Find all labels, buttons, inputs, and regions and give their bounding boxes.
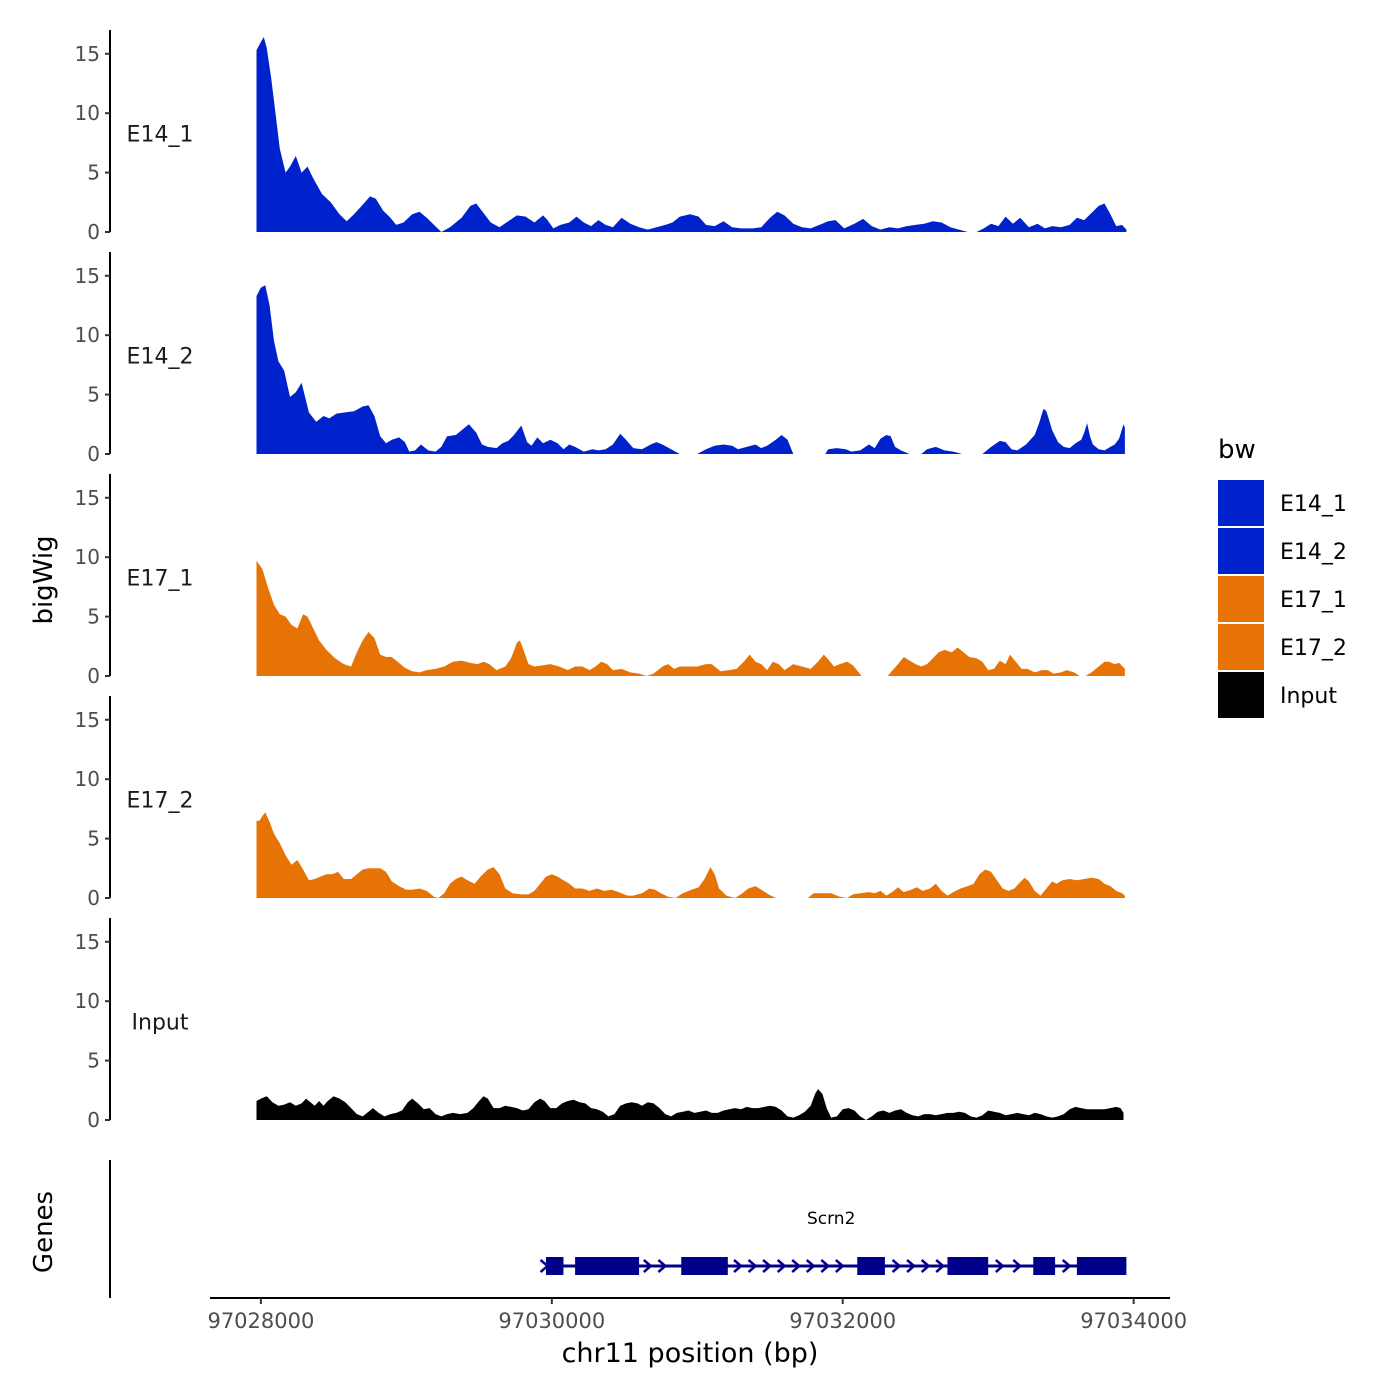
y-tick-label: 0 (87, 442, 100, 466)
strand-arrow (762, 1259, 773, 1273)
legend-title: bw (1218, 435, 1256, 465)
track-label: E17_1 (127, 567, 194, 592)
strand-arrow (776, 1259, 787, 1273)
y-tick-label: 0 (87, 886, 100, 910)
track-label: Input (132, 1011, 189, 1036)
track-panel: 0 5 10 15 E14_2 (75, 252, 1125, 466)
x-tick-label: 97032000 (789, 1309, 896, 1333)
gene-exon (546, 1257, 564, 1275)
track-panel: 0 5 10 15 E17_1 (75, 474, 1125, 688)
x-tick-label: 97034000 (1080, 1309, 1187, 1333)
x-axis: 97028000 97030000 97032000 97034000 (207, 1297, 1187, 1333)
track-label: E14_1 (127, 123, 194, 148)
strand-arrow (995, 1259, 1005, 1273)
gene-name-label: Scrn2 (807, 1209, 855, 1229)
y-tick-label: 10 (75, 323, 100, 347)
y-tick-label: 15 (75, 264, 100, 288)
legend-key (1218, 624, 1264, 670)
legend-label: E17_1 (1280, 588, 1347, 613)
x-axis-title: chr11 position (bp) (562, 1338, 819, 1369)
y-tick-label: 0 (87, 664, 100, 688)
y-tick-label: 15 (75, 930, 100, 954)
y-tick-label: 10 (75, 989, 100, 1013)
legend: bw E14_1 E14_2 E17_1 E17_2 Input (1218, 435, 1347, 718)
coverage-area (256, 812, 1125, 898)
gene-exon (1033, 1257, 1056, 1275)
track-panel: 0 5 10 15 Input (75, 918, 1124, 1132)
strand-arrow (733, 1259, 743, 1273)
legend-key (1218, 480, 1264, 526)
coverage-area (256, 560, 1125, 676)
x-tick-label: 97030000 (498, 1309, 605, 1333)
strand-arrow (820, 1259, 831, 1273)
strand-arrow (747, 1259, 758, 1273)
legend-key (1218, 528, 1264, 574)
strand-arrow (657, 1259, 668, 1273)
y-tick-label: 5 (87, 383, 100, 407)
y-tick-label: 15 (75, 486, 100, 510)
y-tick-label: 5 (87, 605, 100, 629)
legend-key (1218, 672, 1264, 718)
coverage-area (256, 37, 1127, 232)
y-tick-label: 10 (75, 545, 100, 569)
legend-label: E14_2 (1280, 540, 1347, 565)
strand-arrow (791, 1259, 802, 1273)
genes-axis-title: Genes (29, 1191, 59, 1273)
strand-arrow (891, 1259, 902, 1273)
strand-arrow (643, 1259, 653, 1273)
genes-axis-title-text: Genes (29, 1191, 59, 1273)
legend-key (1218, 576, 1264, 622)
legend-label: E17_2 (1280, 636, 1347, 661)
y-tick-label: 15 (75, 42, 100, 66)
y-tick-label: 15 (75, 708, 100, 732)
y-tick-label: 5 (87, 1049, 100, 1073)
y-axis-title: bigWig (29, 535, 59, 624)
y-axis-title-text: bigWig (29, 535, 59, 624)
track-panel: 0 5 10 15 E14_1 (75, 30, 1127, 244)
legend-label: Input (1280, 684, 1337, 709)
gene-exon (857, 1257, 885, 1275)
gene-exon (947, 1257, 989, 1275)
track-label: E14_2 (127, 345, 194, 370)
y-tick-label: 10 (75, 767, 100, 791)
gene-exon (1076, 1257, 1127, 1275)
strand-arrow (1012, 1259, 1023, 1273)
legend-label: E14_1 (1280, 492, 1347, 517)
track-panels: 0 5 10 15 E14_1 0 5 10 15 E14_2 0 5 10 15 E17_1 0 5 10 15 E… (75, 30, 1127, 1132)
track-panel: 0 5 10 15 E17_2 (75, 696, 1125, 910)
coverage-area (256, 285, 1125, 454)
y-tick-label: 0 (87, 1108, 100, 1132)
genes-track: Scrn2 (109, 1160, 1127, 1298)
gene-exon (681, 1257, 728, 1275)
y-tick-label: 0 (87, 220, 100, 244)
strand-arrow (920, 1259, 931, 1273)
strand-arrow (1061, 1259, 1072, 1273)
track-label: E17_2 (127, 789, 194, 814)
strand-arrow (935, 1259, 946, 1273)
y-tick-label: 5 (87, 161, 100, 185)
x-tick-label: 97028000 (207, 1309, 314, 1333)
y-tick-label: 10 (75, 101, 100, 125)
strand-arrow (906, 1259, 917, 1273)
strand-arrow (805, 1259, 816, 1273)
y-tick-label: 5 (87, 827, 100, 851)
gene-exon (575, 1257, 640, 1275)
coverage-area (256, 1089, 1124, 1120)
strand-arrow (835, 1259, 845, 1273)
